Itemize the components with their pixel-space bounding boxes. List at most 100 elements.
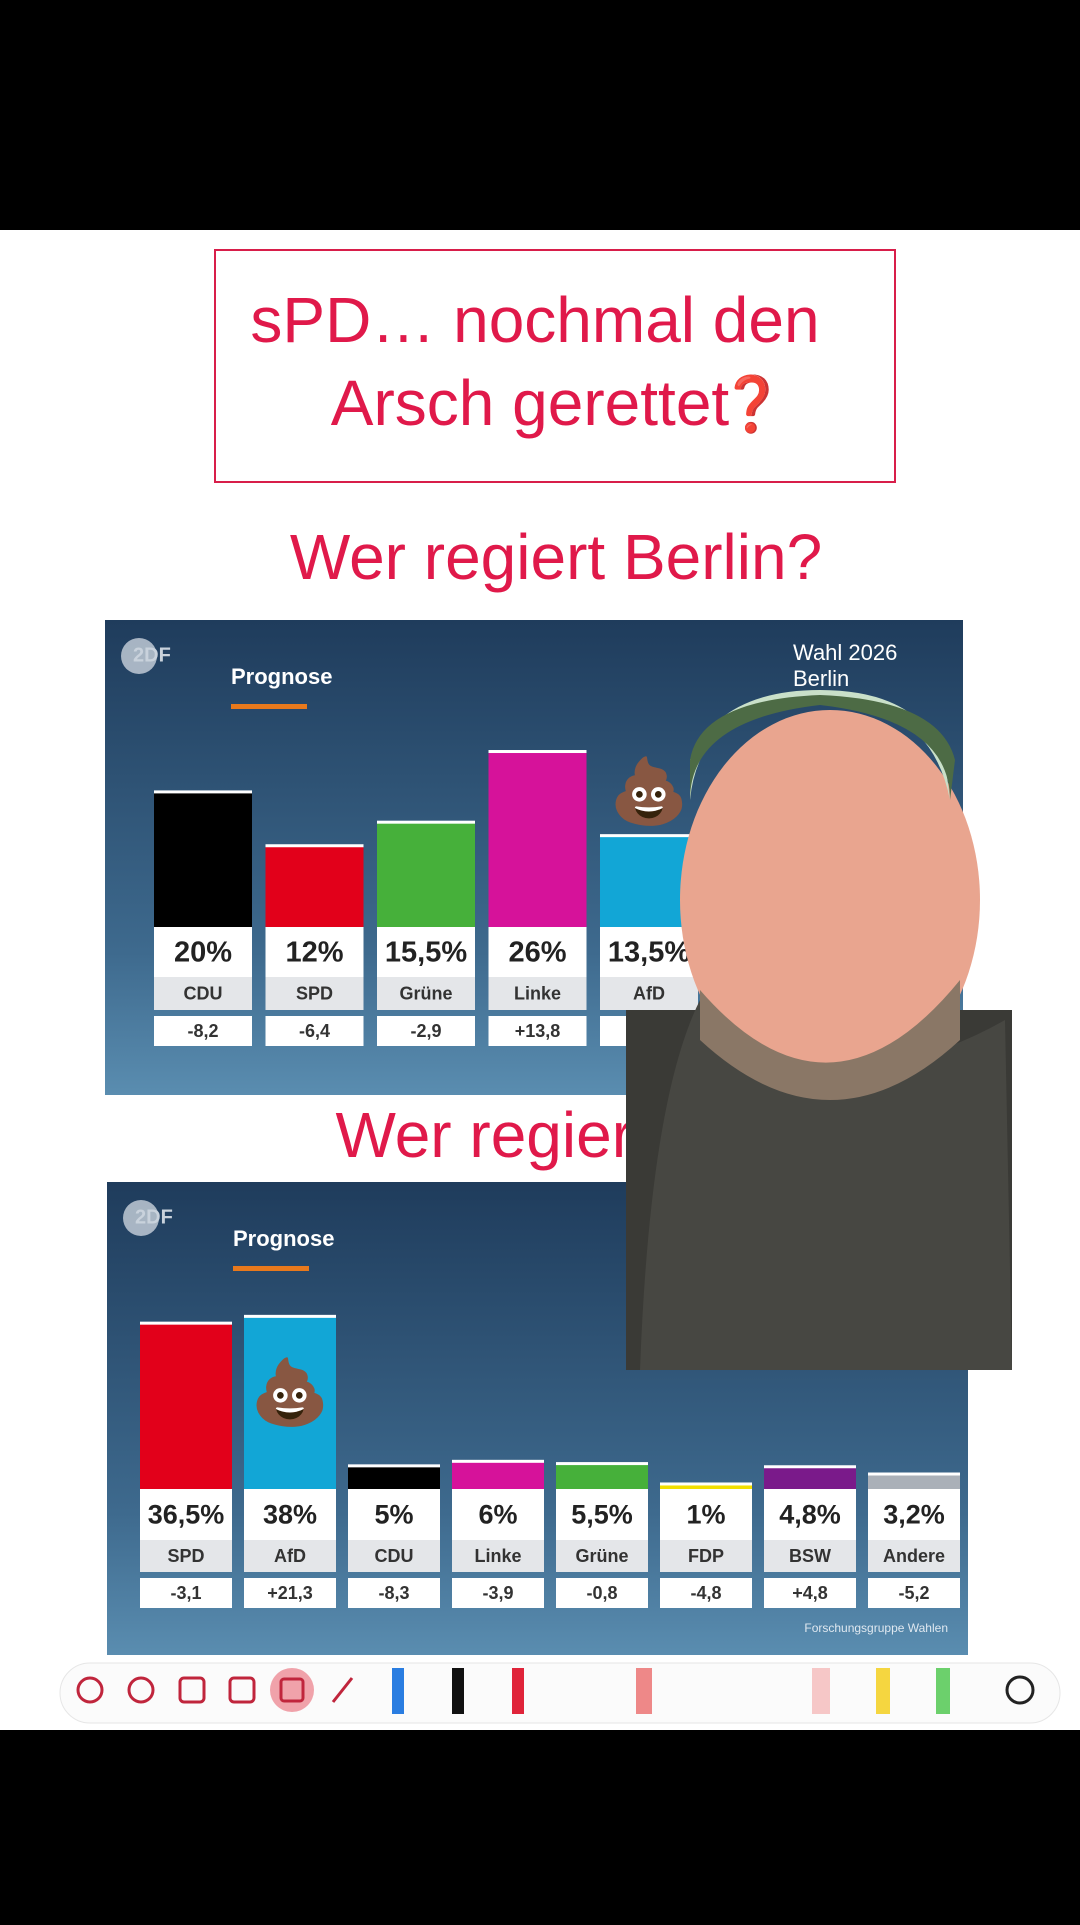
bar <box>868 1474 960 1489</box>
change-box <box>556 1578 648 1608</box>
source: Forschungsgruppe Wahlen <box>804 1621 948 1635</box>
change-label: -5,2 <box>898 1583 929 1603</box>
lasso-tool[interactable] <box>127 1676 155 1704</box>
logo: 2DF <box>133 644 171 666</box>
logo: 2DF <box>135 1206 173 1228</box>
name-box <box>244 1540 336 1572</box>
change-label: +4,8 <box>792 1583 828 1603</box>
value-box <box>488 927 587 977</box>
value-box <box>140 1489 232 1540</box>
pen-tool[interactable] <box>76 1676 104 1704</box>
label-underline <box>233 1266 309 1271</box>
bar <box>154 792 252 927</box>
category-label: Grüne <box>399 983 452 1003</box>
text-tool[interactable] <box>270 1668 314 1712</box>
change-box <box>488 1016 587 1046</box>
change-box <box>868 1578 960 1608</box>
value-box <box>244 1489 336 1540</box>
change-box <box>764 1578 856 1608</box>
value-label: 36,5% <box>148 1500 225 1530</box>
change-label: -2,9 <box>410 1021 441 1041</box>
value-label: 5,5% <box>571 1500 633 1530</box>
toolbar <box>59 1662 1061 1724</box>
name-box <box>265 977 364 1010</box>
change-box <box>154 1016 252 1046</box>
change-label: +13,8 <box>515 1021 561 1041</box>
title-box <box>214 249 896 483</box>
value-label: 20% <box>174 937 232 969</box>
category-label: CDU <box>375 1546 414 1566</box>
color-picker[interactable] <box>1005 1675 1035 1705</box>
change-box <box>377 1016 475 1046</box>
chart-label: Prognose <box>231 664 332 689</box>
magic-tool[interactable] <box>331 1677 354 1703</box>
category-label: AfD <box>274 1546 306 1566</box>
name-box <box>377 977 475 1010</box>
bar <box>377 822 475 927</box>
value-label: 3,2% <box>883 1500 945 1530</box>
change-label: -4,8 <box>690 1583 721 1603</box>
image-tool[interactable] <box>228 1676 256 1704</box>
name-box <box>452 1540 544 1572</box>
value-label: 13,5% <box>608 937 690 969</box>
value-box <box>154 927 252 977</box>
category-label: Andere <box>883 1546 945 1566</box>
bar-cap <box>154 790 252 794</box>
bar-cap <box>348 1464 440 1468</box>
logo-circle <box>121 638 157 674</box>
value-box <box>556 1489 648 1540</box>
change-label: -3,9 <box>482 1583 513 1603</box>
value-label: 6% <box>478 1500 517 1530</box>
category-label: FDP <box>688 1546 724 1566</box>
title-line: sPD… nochmal den <box>250 284 819 356</box>
change-label: -3,1 <box>170 1583 201 1603</box>
marker-yellow[interactable] <box>876 1668 890 1714</box>
pen-blue[interactable] <box>392 1668 404 1714</box>
bar-cap <box>265 844 364 848</box>
bar <box>764 1467 856 1489</box>
change-label: -8,3 <box>378 1583 409 1603</box>
eraser[interactable] <box>636 1668 652 1714</box>
name-box <box>488 977 587 1010</box>
bar-cap <box>488 750 587 754</box>
value-label: 26% <box>508 937 566 969</box>
value-box <box>868 1489 960 1540</box>
name-box <box>140 1540 232 1572</box>
category-label: Linke <box>514 983 561 1003</box>
marker-green[interactable] <box>936 1668 950 1714</box>
change-box <box>265 1016 364 1046</box>
bar-cap <box>600 834 698 838</box>
bar-cap <box>556 1462 648 1466</box>
change-label: +21,3 <box>267 1583 313 1603</box>
category-label: Grüne <box>575 1546 628 1566</box>
bar <box>660 1484 752 1489</box>
bar <box>452 1461 544 1489</box>
change-label: -8,2 <box>187 1021 218 1041</box>
pen-red[interactable] <box>512 1668 524 1714</box>
change-box <box>452 1578 544 1608</box>
change-box <box>348 1578 440 1608</box>
value-label: 5% <box>374 1500 413 1530</box>
name-box <box>868 1540 960 1572</box>
corner-line: Wahl 2026 <box>793 640 897 665</box>
annotation: 💩 <box>250 1356 330 1428</box>
name-box <box>556 1540 648 1572</box>
title-line: Arsch gerettet <box>331 367 730 439</box>
category-label: CDU <box>184 983 223 1003</box>
change-label: -0,8 <box>586 1583 617 1603</box>
person <box>626 690 1012 1370</box>
marker-pink[interactable] <box>812 1668 830 1714</box>
bar <box>244 1316 336 1489</box>
title-emoji: ❓ <box>718 373 785 434</box>
pen-black[interactable] <box>452 1668 464 1714</box>
bar-cap <box>244 1314 336 1318</box>
category-label: BSW <box>789 1546 831 1566</box>
category-label: SPD <box>296 983 333 1003</box>
shape-tool[interactable] <box>178 1676 206 1704</box>
bar <box>488 752 587 927</box>
name-box <box>600 977 698 1010</box>
value-box <box>348 1489 440 1540</box>
value-box <box>377 927 475 977</box>
bar-cap <box>868 1472 960 1476</box>
change-box <box>660 1578 752 1608</box>
